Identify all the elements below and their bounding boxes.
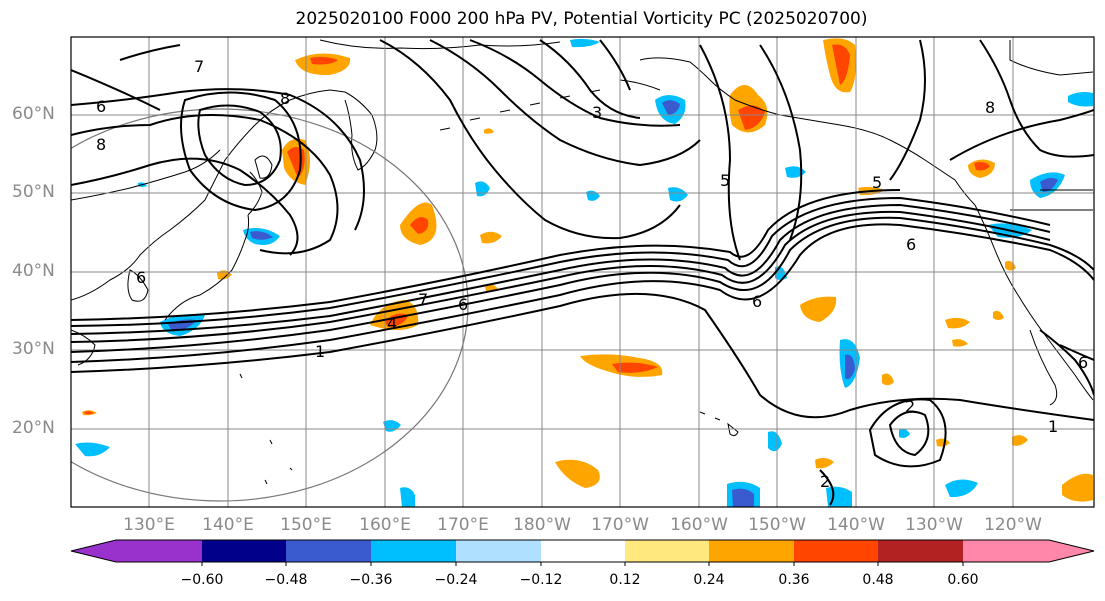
contour-label: 3 [592, 103, 602, 122]
colorbar-tick-label: −0.24 [434, 572, 478, 588]
contour-label: 5 [720, 171, 730, 190]
lon-label-120w: 120°W [984, 515, 1042, 535]
contour-label: 7 [418, 290, 428, 309]
lon-label-150e: 150°E [280, 515, 332, 535]
colorbar-tick-label: −0.60 [180, 572, 224, 588]
lon-label-180w: 180°W [513, 515, 571, 535]
lat-label-30n: 30°N [12, 339, 55, 359]
map-frame [70, 36, 1095, 508]
colorbar-segment [625, 540, 709, 562]
lon-label-170e: 170°E [437, 515, 489, 535]
colorbar-tick-label: −0.12 [519, 572, 563, 588]
colorbar-segment [371, 540, 456, 562]
contour-label: 8 [280, 89, 290, 108]
colorbar-segment [116, 540, 202, 562]
region-circle [71, 108, 469, 502]
contour-label: 1 [1048, 417, 1058, 436]
contour-label: 8 [96, 135, 106, 154]
contour-label: 6 [136, 268, 146, 287]
contour-label: 1 [315, 342, 325, 361]
contour-label: 6 [906, 235, 916, 254]
coastlines [71, 39, 1094, 485]
colorbar-segment [878, 540, 963, 562]
lat-label-60n: 60°N [12, 104, 55, 124]
colorbar-tick-label: 0.24 [693, 572, 725, 588]
contour-label: 2 [905, 397, 915, 416]
colorbar-segment [286, 540, 371, 562]
lon-label-130e: 130°E [123, 515, 175, 535]
colorbar-tick-label: 0.36 [778, 572, 810, 588]
contour-labels: 6 7 8 8 6 7 6 1 5 6 6 8 5 2 2 1 4 6 3 [96, 57, 1088, 491]
colorbar-extend-right [1049, 540, 1094, 562]
colorbar-segment [456, 540, 541, 562]
lat-label-40n: 40°N [12, 261, 55, 281]
lon-label-160e: 160°E [359, 515, 411, 535]
contour-label: 7 [194, 57, 204, 76]
lon-label-170w: 170°W [591, 515, 649, 535]
pv-contours [71, 39, 1094, 506]
contour-label: 6 [1078, 353, 1088, 372]
contour-label: 6 [458, 295, 468, 314]
colorbar-tick-label: 0.12 [609, 572, 641, 588]
colorbar-outline [70, 539, 1095, 563]
colorbar-tick-label: −0.48 [264, 572, 308, 588]
lat-label-50n: 50°N [12, 182, 55, 202]
lat-label-20n: 20°N [12, 418, 55, 438]
contour-label: 2 [820, 472, 830, 491]
colorbar-tick-label: 0.48 [862, 572, 894, 588]
lon-label-140e: 140°E [202, 515, 254, 535]
colorbar-segment [202, 540, 286, 562]
contour-label: 8 [985, 98, 995, 117]
contour-label: 4 [387, 314, 397, 333]
contour-label: 5 [872, 173, 882, 192]
lon-label-150w: 150°W [748, 515, 806, 535]
lon-label-130w: 130°W [905, 515, 963, 535]
colorbar-tick-label: −0.36 [349, 572, 393, 588]
colorbar-extend-left [71, 540, 116, 562]
colorbar [70, 539, 1095, 566]
lon-label-160w: 160°W [670, 515, 728, 535]
colorbar-segment [709, 540, 794, 562]
colorbar-tick-label: 0.60 [947, 572, 979, 588]
colorbar-segment [963, 540, 1049, 562]
graticule [71, 37, 1094, 507]
contour-label: 6 [752, 292, 762, 311]
colorbar-segment [794, 540, 878, 562]
lon-label-140w: 140°W [827, 515, 885, 535]
map-title: 2025020100 F000 200 hPa PV, Potential Vo… [295, 9, 868, 29]
colorbar-segment [541, 540, 625, 562]
contour-label: 6 [96, 97, 106, 116]
